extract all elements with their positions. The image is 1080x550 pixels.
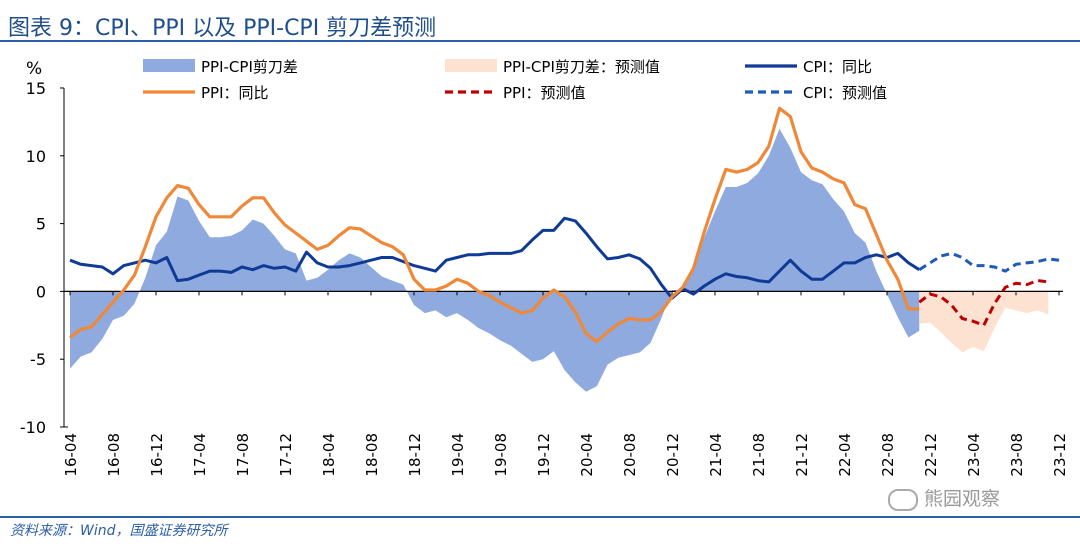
- cpi-forecast-line: [918, 251, 1060, 273]
- x-tick-label: 17-08: [234, 433, 252, 477]
- x-tick-label: 22-04: [836, 433, 854, 477]
- watermark-text: 熊园观察: [924, 488, 1001, 510]
- x-tick-label: 19-08: [492, 433, 510, 477]
- x-tick-label: 16-08: [105, 433, 123, 477]
- x-tick-label: 17-12: [277, 433, 295, 477]
- x-tick-label: 22-12: [922, 433, 940, 477]
- x-tick-label: 22-08: [879, 433, 897, 477]
- legend-swatch: [445, 59, 497, 72]
- legend-item-gap: PPI-CPI剪刀差: [143, 58, 298, 76]
- x-tick-label: 20-12: [664, 433, 682, 477]
- y-tick-label: 10: [26, 147, 46, 166]
- y-tick-label: -10: [20, 418, 46, 437]
- chart-title: 图表 9：CPI、PPI 以及 PPI-CPI 剪刀差预测: [8, 16, 437, 41]
- x-tick-label: 16-04: [62, 433, 80, 477]
- x-tick-label: 18-04: [320, 433, 338, 477]
- x-tick-label: 19-04: [449, 433, 467, 477]
- y-tick-label: 0: [36, 282, 46, 301]
- x-tick-label: 23-12: [1051, 433, 1069, 477]
- x-tick-label: 21-04: [707, 433, 725, 477]
- x-tick-label: 21-12: [793, 433, 811, 477]
- watermark: 熊园观察: [888, 484, 1000, 511]
- legend-swatch: [143, 59, 195, 72]
- legend-label: PPI：同比: [201, 84, 269, 102]
- y-tick-label: -5: [30, 350, 46, 369]
- legend-item-cpi: CPI：同比: [745, 58, 872, 76]
- x-tick-label: 20-04: [578, 433, 596, 477]
- wechat-icon: [888, 488, 918, 511]
- ppi-forecast-line: [918, 279, 1049, 328]
- title-divider: [0, 40, 1080, 42]
- y-tick-label: 15: [26, 79, 46, 98]
- x-tick-label: 18-08: [363, 433, 381, 477]
- legend-label: CPI：同比: [803, 58, 872, 76]
- legend-item-gap_forecast: PPI-CPI剪刀差：预测值: [445, 58, 660, 76]
- y-axis-label: %: [26, 59, 42, 79]
- ppi-line: [69, 106, 920, 344]
- legend-label: PPI：预测值: [503, 84, 586, 102]
- legend-item-cpi_forecast: CPI：预测值: [745, 84, 887, 102]
- legend-item-ppi_forecast: PPI：预测值: [445, 84, 586, 102]
- gap-area: [70, 128, 920, 392]
- x-tick-label: 20-08: [621, 433, 639, 477]
- chart-canvas: 15 10 5 0 -5 -10% 16-04 16-08 16-12 17-04 17-08 17-…: [20, 58, 1069, 477]
- source-note: 资料来源：Wind，国盛证券研究所: [10, 523, 228, 539]
- x-tick-label: 18-12: [406, 433, 424, 477]
- x-tick-label: 23-08: [1008, 433, 1026, 477]
- x-tick-label: 19-12: [535, 433, 553, 477]
- legend-label: CPI：预测值: [803, 84, 887, 102]
- cpi-line: [69, 216, 921, 300]
- footer-divider: [0, 516, 1080, 518]
- gap-forecast-area: [919, 291, 1049, 353]
- legend-label: PPI-CPI剪刀差: [201, 58, 298, 76]
- x-tick-label: 17-04: [191, 433, 209, 477]
- legend-item-ppi: PPI：同比: [143, 84, 269, 102]
- legend-label: PPI-CPI剪刀差：预测值: [503, 58, 660, 76]
- x-tick-label: 16-12: [148, 433, 166, 477]
- x-tick-label: 21-08: [750, 433, 768, 477]
- y-tick-label: 5: [36, 215, 46, 234]
- x-tick-label: 23-04: [965, 433, 983, 477]
